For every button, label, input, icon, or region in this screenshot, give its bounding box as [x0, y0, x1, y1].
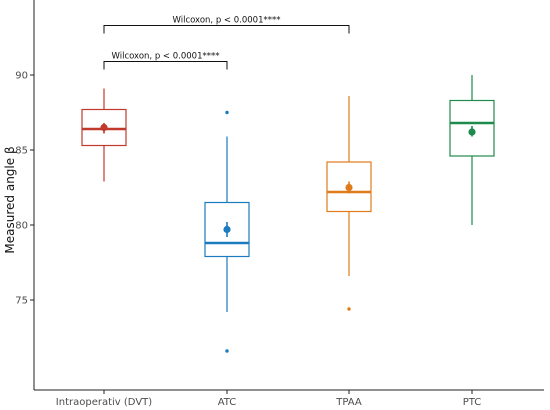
y-tick-label: 75 — [15, 296, 28, 307]
y-axis-title: Measured angle β — [3, 146, 17, 253]
box-group — [204, 110, 250, 353]
significance-annotations: Wilcoxon, p < 0.0001**** Wilcoxon, p < 0.… — [103, 16, 350, 70]
box-group — [326, 96, 372, 311]
x-ticks: Intraoperativ (DVT) ATC TPAA PTC — [56, 390, 481, 408]
x-tick-label: TPAA — [335, 397, 362, 408]
bracket-label: Wilcoxon, p < 0.0001**** — [112, 52, 220, 62]
box-iqr — [81, 108, 127, 147]
bracket-line — [103, 25, 350, 34]
box-group — [81, 88, 127, 182]
mean-point — [100, 123, 108, 132]
boxes — [81, 75, 495, 353]
box-iqr — [449, 99, 495, 157]
outlier-point — [225, 110, 229, 115]
outlier-point — [347, 307, 351, 311]
box-group — [449, 75, 495, 225]
outlier-point — [225, 349, 229, 353]
y-tick-label: 85 — [15, 146, 28, 157]
bracket-label: Wilcoxon, p < 0.0001**** — [173, 16, 281, 26]
mean-point — [223, 225, 231, 234]
y-tick-label: 90 — [15, 71, 28, 82]
mean-point — [468, 128, 476, 136]
x-tick-label: Intraoperativ (DVT) — [56, 397, 152, 408]
box-iqr — [204, 201, 250, 258]
y-ticks: 75 80 85 90 — [15, 71, 34, 307]
x-tick-label: ATC — [218, 397, 237, 408]
y-tick-label: 80 — [15, 221, 28, 232]
box-iqr — [326, 161, 372, 213]
x-tick-label: PTC — [463, 397, 482, 408]
bracket-line — [103, 61, 228, 70]
axes — [33, 0, 544, 391]
significance-bracket: Wilcoxon, p < 0.0001**** — [103, 52, 228, 70]
mean-point — [345, 183, 353, 192]
significance-bracket: Wilcoxon, p < 0.0001**** — [103, 16, 350, 34]
